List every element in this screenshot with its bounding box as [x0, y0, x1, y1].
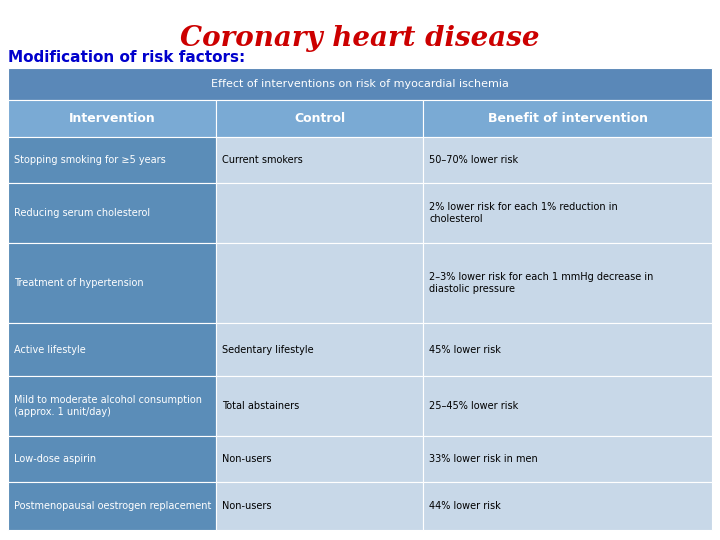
Text: Stopping smoking for ≥5 years: Stopping smoking for ≥5 years — [14, 155, 166, 165]
Bar — [8, 183, 216, 242]
Text: Low-dose aspirin: Low-dose aspirin — [14, 454, 96, 464]
Bar — [8, 436, 216, 482]
Text: Non-users: Non-users — [222, 454, 271, 464]
Text: Mild to moderate alcohol consumption
(approx. 1 unit/day): Mild to moderate alcohol consumption (ap… — [14, 395, 202, 417]
Text: Sedentary lifestyle: Sedentary lifestyle — [222, 345, 313, 355]
Bar — [8, 68, 712, 100]
Bar — [216, 376, 423, 436]
Bar — [423, 183, 712, 242]
Bar — [8, 482, 216, 530]
Text: 33% lower risk in men: 33% lower risk in men — [429, 454, 538, 464]
Text: Effect of interventions on risk of myocardial ischemia: Effect of interventions on risk of myoca… — [211, 79, 509, 89]
Text: Control: Control — [294, 112, 345, 125]
Text: Modification of risk factors:: Modification of risk factors: — [8, 50, 246, 65]
Bar — [423, 100, 712, 137]
Text: Reducing serum cholesterol: Reducing serum cholesterol — [14, 208, 150, 218]
Bar — [216, 183, 423, 242]
Bar — [8, 137, 216, 183]
Text: Active lifestyle: Active lifestyle — [14, 345, 86, 355]
Text: 25–45% lower risk: 25–45% lower risk — [429, 401, 518, 411]
Bar — [216, 242, 423, 323]
Bar — [423, 323, 712, 376]
Bar — [423, 376, 712, 436]
Text: Current smokers: Current smokers — [222, 155, 302, 165]
Text: 2–3% lower risk for each 1 mmHg decrease in
diastolic pressure: 2–3% lower risk for each 1 mmHg decrease… — [429, 272, 654, 294]
Bar — [423, 137, 712, 183]
Text: Benefit of intervention: Benefit of intervention — [487, 112, 648, 125]
Bar — [423, 482, 712, 530]
Bar — [8, 376, 216, 436]
Text: 44% lower risk: 44% lower risk — [429, 501, 501, 511]
Bar — [423, 436, 712, 482]
Bar — [216, 323, 423, 376]
Bar — [216, 482, 423, 530]
Text: 2% lower risk for each 1% reduction in
cholesterol: 2% lower risk for each 1% reduction in c… — [429, 202, 618, 224]
Text: Non-users: Non-users — [222, 501, 271, 511]
Text: 50–70% lower risk: 50–70% lower risk — [429, 155, 518, 165]
Bar — [8, 100, 216, 137]
Bar — [8, 242, 216, 323]
Bar — [423, 242, 712, 323]
Bar — [216, 137, 423, 183]
Bar — [216, 100, 423, 137]
Bar — [8, 323, 216, 376]
Text: Coronary heart disease: Coronary heart disease — [180, 25, 540, 52]
Text: Treatment of hypertension: Treatment of hypertension — [14, 278, 143, 288]
Text: Intervention: Intervention — [68, 112, 156, 125]
Text: 45% lower risk: 45% lower risk — [429, 345, 501, 355]
Bar — [216, 436, 423, 482]
Text: Total abstainers: Total abstainers — [222, 401, 299, 411]
Text: Postmenopausal oestrogen replacement: Postmenopausal oestrogen replacement — [14, 501, 212, 511]
